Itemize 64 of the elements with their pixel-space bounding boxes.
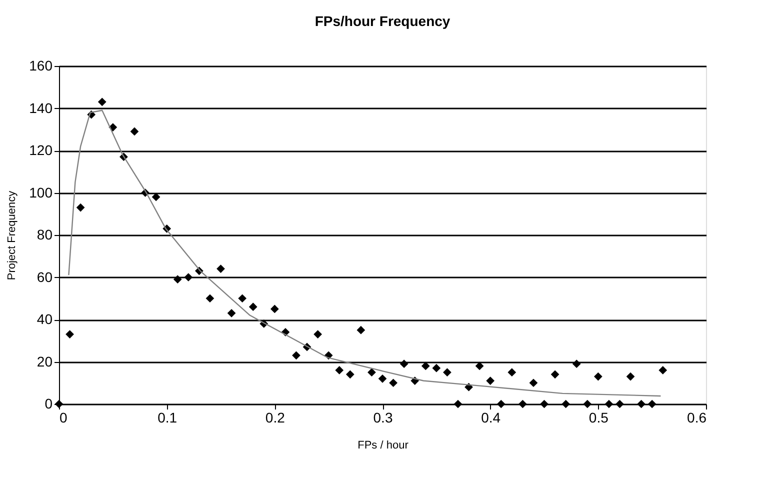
point (314, 330, 322, 338)
x-axis-title: FPs / hour (358, 440, 409, 452)
point (66, 330, 74, 338)
point (626, 372, 635, 381)
point (270, 304, 279, 314)
point (216, 264, 225, 273)
y-tick-label: 160 (29, 58, 53, 74)
y-tick-label: 0 (44, 396, 53, 412)
point (378, 374, 387, 383)
point (356, 326, 366, 334)
point (130, 127, 139, 136)
y-tick-label: 80 (36, 226, 53, 242)
point (637, 400, 646, 408)
point (227, 308, 236, 318)
point (550, 370, 560, 379)
x-tick-label: 0 (60, 410, 68, 426)
point (346, 370, 354, 379)
point (572, 360, 581, 368)
point (432, 364, 441, 372)
chart-title: FPs/hour Frequency (314, 13, 450, 29)
point (475, 362, 484, 370)
point (658, 366, 668, 374)
point (335, 366, 344, 374)
y-axis-title: Project Frequency (6, 190, 18, 280)
point (184, 273, 193, 282)
point (604, 400, 614, 408)
point (594, 372, 602, 381)
point (152, 192, 160, 202)
y-tick-label: 60 (36, 268, 53, 285)
y-tick-label: 20 (36, 353, 53, 370)
point (238, 294, 246, 303)
x-tick-label: 0.3 (373, 410, 393, 426)
y-tick-label: 140 (29, 100, 53, 116)
y-tick-label: 120 (29, 142, 53, 158)
point (540, 400, 548, 408)
x-tick-label: 0.5 (588, 410, 609, 426)
point (206, 294, 214, 303)
point (248, 302, 258, 312)
point (443, 368, 452, 376)
point (76, 203, 85, 212)
line-series (68, 110, 662, 397)
point (562, 400, 570, 408)
point (368, 368, 376, 376)
x-tick-label: 0.4 (481, 410, 501, 426)
point (454, 400, 462, 408)
point (529, 378, 538, 388)
point (292, 351, 300, 360)
point (421, 362, 430, 370)
point (98, 98, 106, 106)
point (400, 360, 408, 368)
point (496, 400, 506, 408)
y-tick-label: 40 (36, 311, 53, 327)
point (518, 400, 527, 408)
point (583, 400, 592, 408)
point (486, 376, 495, 385)
point (616, 400, 624, 408)
point (173, 275, 182, 284)
point (389, 378, 398, 388)
point (648, 400, 656, 408)
point (508, 368, 516, 376)
x-tick-label: 0.6 (687, 410, 707, 426)
x-tick-label: 0.2 (265, 410, 286, 426)
y-tick-label: 100 (29, 184, 53, 200)
x-tick-label: 0.1 (158, 410, 178, 426)
